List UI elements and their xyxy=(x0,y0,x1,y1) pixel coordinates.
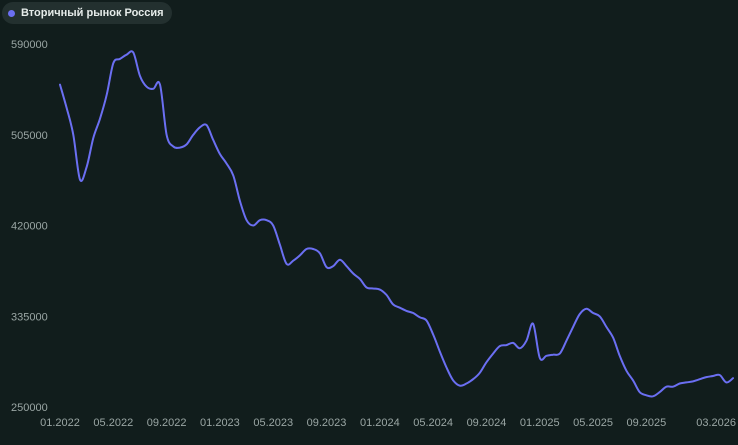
x-tick-label: 09.2025 xyxy=(626,417,666,429)
series-line[interactable] xyxy=(59,50,734,398)
x-tick-label: 05.2024 xyxy=(413,417,453,429)
y-tick-label: 505000 xyxy=(11,130,48,142)
y-tick-label: 590000 xyxy=(11,39,48,51)
x-tick-label: 09.2023 xyxy=(307,417,347,429)
y-tick-label: 335000 xyxy=(11,311,48,323)
legend-marker xyxy=(8,9,15,17)
x-tick-label: 09.2024 xyxy=(467,417,507,429)
x-tick-label: 01.2024 xyxy=(360,417,400,429)
x-tick-label: 01.2023 xyxy=(200,417,240,429)
x-tick-label: 09.2022 xyxy=(147,417,187,429)
x-tick-label: 05.2025 xyxy=(573,417,613,429)
legend-item[interactable]: Вторичный рынок Россия xyxy=(2,2,172,24)
x-tick-label: 05.2022 xyxy=(93,417,133,429)
y-tick-label: 420000 xyxy=(11,221,48,233)
legend-label: Вторичный рынок Россия xyxy=(21,7,164,19)
x-tick-label: 01.2022 xyxy=(40,417,80,429)
x-tick-label: 03.2026 xyxy=(696,417,736,429)
y-tick-label: 250000 xyxy=(11,402,48,414)
x-tick-label: 05.2023 xyxy=(253,417,293,429)
x-tick-label: 01.2025 xyxy=(520,417,560,429)
